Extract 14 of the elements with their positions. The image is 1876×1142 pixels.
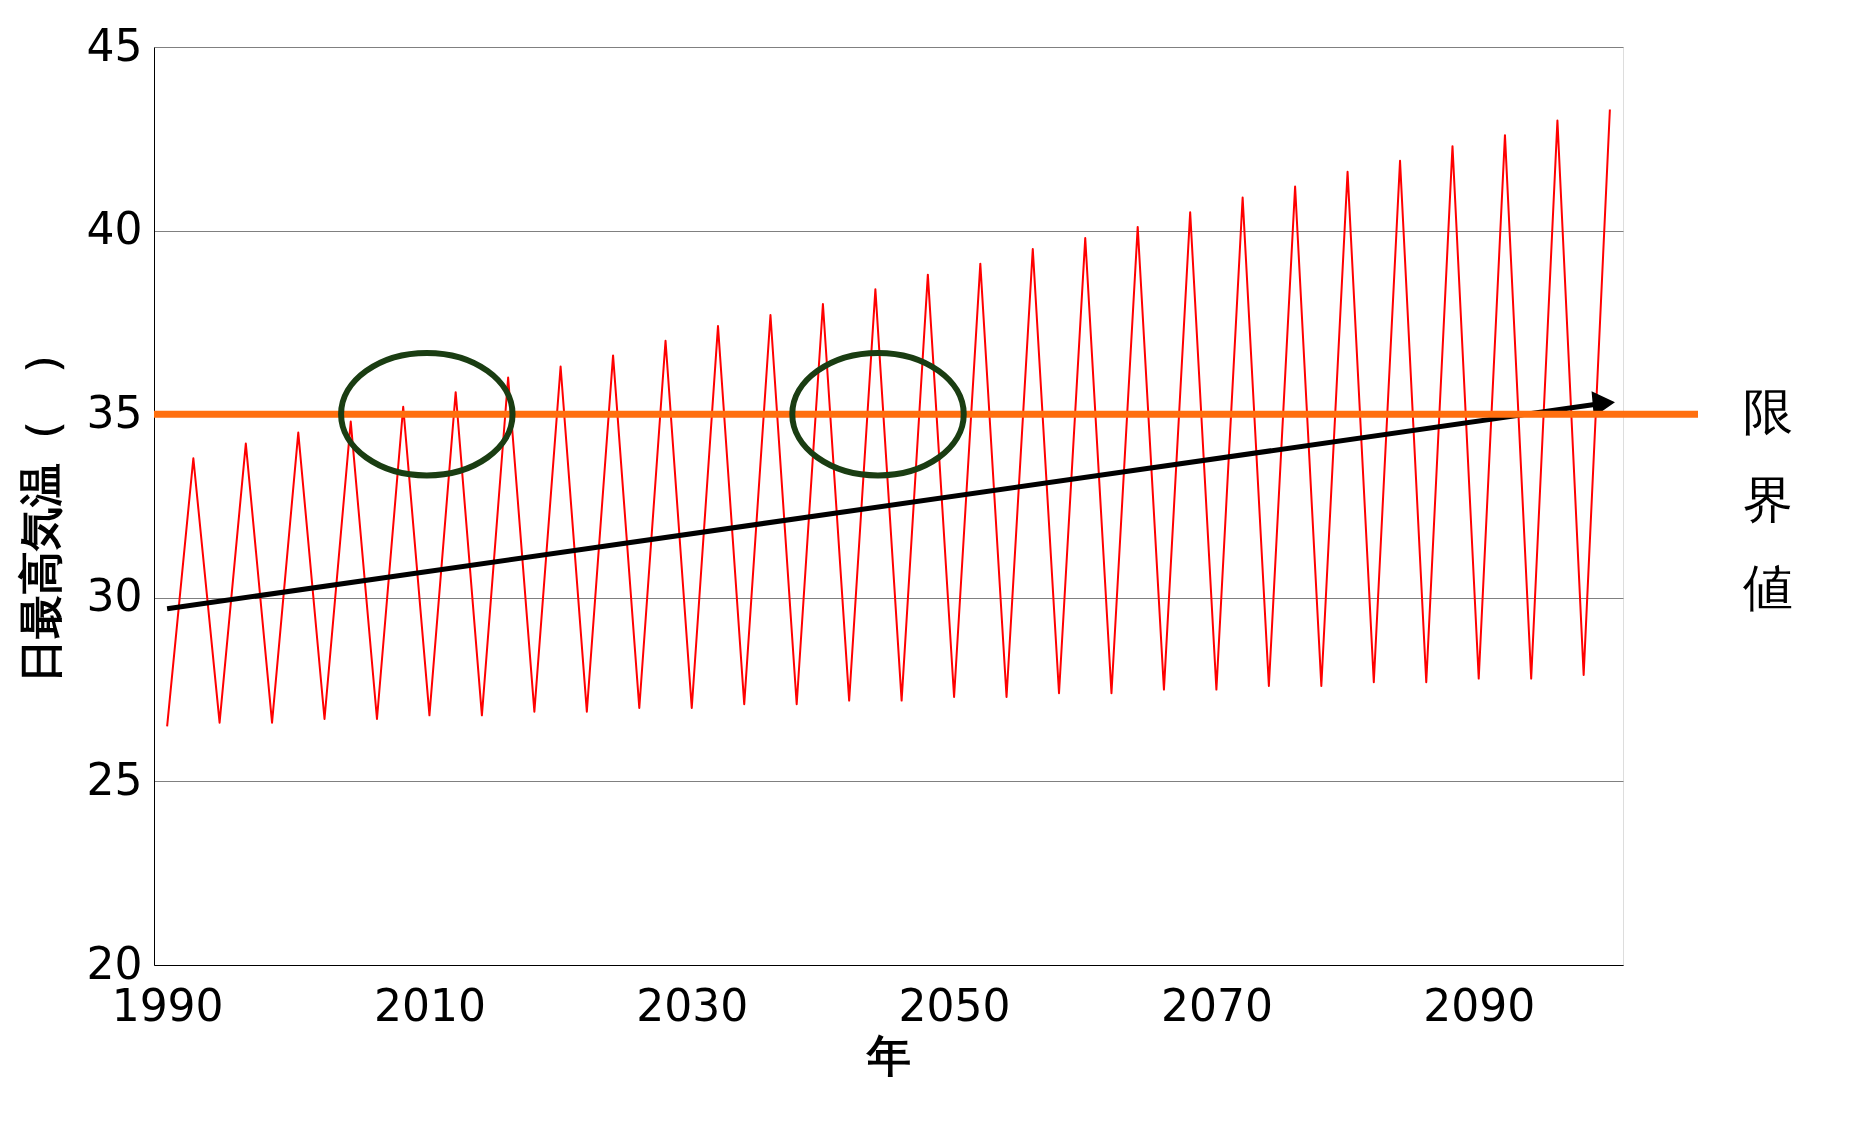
x-tick-label: 2070 xyxy=(1160,979,1273,1031)
line-series xyxy=(166,108,1611,728)
y-axis-title: 日最高気温（ ） xyxy=(14,330,66,683)
y-tick-label: 25 xyxy=(86,753,143,805)
x-tick-label: 2010 xyxy=(373,979,486,1031)
y-tick-label: 35 xyxy=(86,386,143,438)
x-axis-title: 年 xyxy=(866,1029,911,1081)
x-tick-label: 2030 xyxy=(636,979,749,1031)
y-tick-label: 45 xyxy=(86,19,143,71)
y-tick-label: 30 xyxy=(86,570,143,622)
ref-line-label: 限界値 xyxy=(1743,383,1793,618)
y-tick-label: 40 xyxy=(86,203,143,255)
x-tick-label: 2050 xyxy=(898,979,1011,1031)
x-tick-label: 2090 xyxy=(1423,979,1536,1031)
